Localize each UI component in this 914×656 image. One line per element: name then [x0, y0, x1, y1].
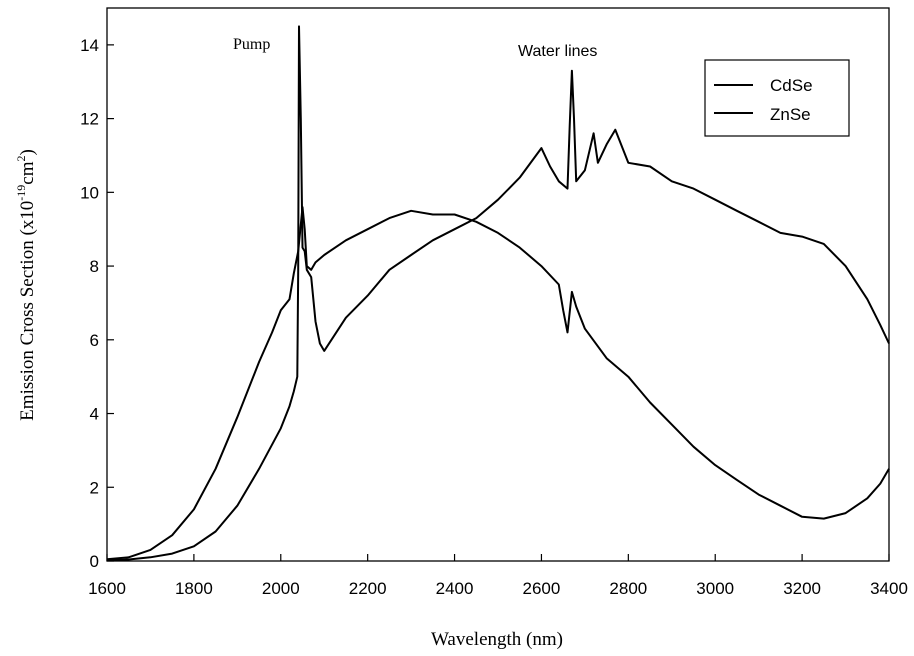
- x-axis-ticks: 1600 1800 2000 2200 2400 2600 2800 3000 3200 3400: [88, 554, 908, 598]
- x-tick-label: 3200: [783, 579, 821, 598]
- y-axis-title-exp1: -19: [14, 185, 28, 201]
- y-tick-label: 10: [80, 183, 99, 202]
- x-tick-label: 3000: [696, 579, 734, 598]
- legend: CdSe ZnSe: [704, 59, 850, 137]
- x-axis-title: Wavelength (nm): [431, 629, 563, 650]
- series-layer: [106, 25, 890, 562]
- plot-border: [106, 7, 890, 562]
- series-line-cdse: [106, 25, 890, 562]
- y-tick-label: 4: [90, 405, 99, 424]
- x-tick-label: 2600: [523, 579, 561, 598]
- y-axis-title-main: Emission Cross Section (x10: [17, 201, 38, 421]
- legend-box: [704, 59, 850, 137]
- y-axis-title: Emission Cross Section (x10-19cm2): [14, 149, 38, 421]
- x-tick-label: 2800: [609, 579, 647, 598]
- y-axis-ticks: 0 2 4 6 8 10 12 14: [80, 36, 114, 571]
- x-tick-label: 2000: [262, 579, 300, 598]
- water-lines-annotation: Water lines: [518, 43, 597, 60]
- x-tick-label: 2400: [436, 579, 474, 598]
- plot-frame: [106, 7, 890, 562]
- y-axis-title-mid: cm: [17, 161, 38, 184]
- y-tick-label: 2: [90, 478, 99, 497]
- legend-label-znse: ZnSe: [770, 105, 811, 124]
- series-line-znse: [106, 206, 890, 561]
- y-tick-label: 14: [80, 36, 99, 55]
- pump-annotation: Pump: [233, 36, 270, 53]
- y-tick-label: 8: [90, 257, 99, 276]
- y-tick-label: 6: [90, 331, 99, 350]
- x-tick-label: 1600: [88, 579, 126, 598]
- x-tick-label: 1800: [175, 579, 213, 598]
- y-tick-label: 0: [90, 552, 99, 571]
- legend-label-cdse: CdSe: [770, 76, 813, 95]
- y-axis-title-end: ): [17, 149, 38, 155]
- x-tick-label: 3400: [870, 579, 908, 598]
- y-axis-title-exp2: 2: [14, 156, 28, 162]
- x-tick-label: 2200: [349, 579, 387, 598]
- y-tick-label: 12: [80, 110, 99, 129]
